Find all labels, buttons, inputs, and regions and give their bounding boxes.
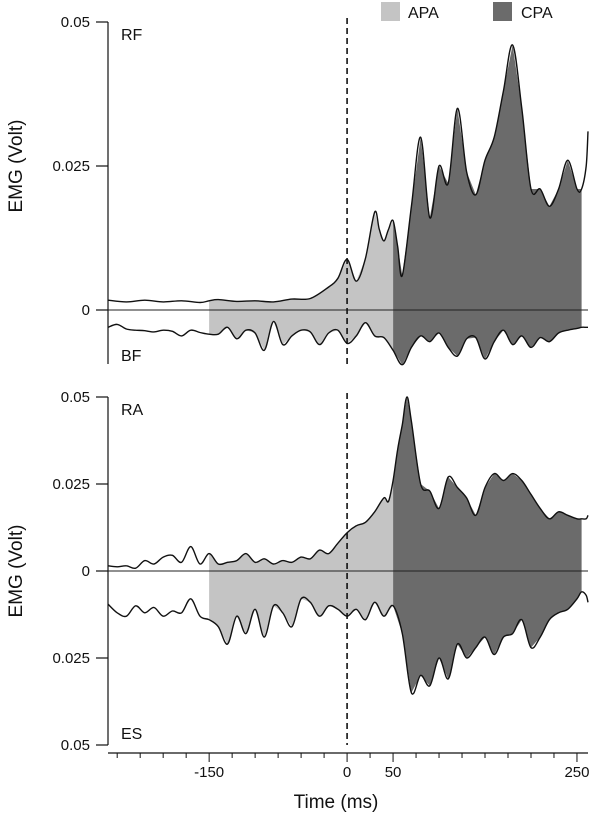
shaded-apa-rf (209, 212, 394, 310)
shaded-cpa-bf (393, 310, 582, 365)
series-line-rf (107, 44, 589, 304)
shaded-apa-es (209, 571, 394, 645)
y-tick-label: 0.025 (52, 476, 90, 493)
shaded-cpa-es (393, 571, 582, 693)
x-axis: -150 0 50 250 (108, 752, 589, 781)
y-axis-label: EMG (Volt) (6, 525, 27, 618)
y-tick-label: 0.025 (52, 158, 90, 175)
y-tick-label: 0.05 (61, 14, 90, 31)
series-line-es (107, 591, 589, 695)
legend-label-apa: APA (408, 5, 439, 22)
y-axis-label: EMG (Volt) (6, 120, 27, 213)
y-tick-label: 0.05 (61, 737, 90, 754)
y-tick-label: 0 (82, 302, 90, 319)
annotation-bf: BF (121, 348, 142, 365)
legend-swatch-cpa (493, 2, 512, 21)
x-tick-label: 250 (564, 764, 589, 781)
annotation-es: ES (121, 726, 142, 743)
y-tick-label: 0.05 (61, 389, 90, 406)
x-tick-label: 0 (343, 764, 351, 781)
panel-ra-es: 0.05 0.025 0 0.025 0.05 EMG (Volt) RA ES (6, 389, 589, 754)
x-tick-label: 50 (385, 764, 402, 781)
legend-swatch-apa (381, 2, 400, 21)
x-tick-label: -150 (194, 764, 224, 781)
annotation-ra: RA (121, 402, 144, 419)
y-tick-label: 0.025 (52, 650, 90, 667)
legend: APA CPA (381, 2, 553, 22)
x-axis-label: Time (ms) (294, 792, 379, 813)
y-tick-label: 0 (82, 563, 90, 580)
panel-rf-bf: 0.05 0.025 0 EMG (Volt) RF BF (6, 14, 589, 366)
series-line-ra (107, 396, 589, 570)
annotation-rf: RF (121, 27, 143, 44)
shaded-cpa-rf (393, 45, 582, 310)
series-line-bf (107, 320, 588, 366)
legend-label-cpa: CPA (521, 5, 553, 22)
